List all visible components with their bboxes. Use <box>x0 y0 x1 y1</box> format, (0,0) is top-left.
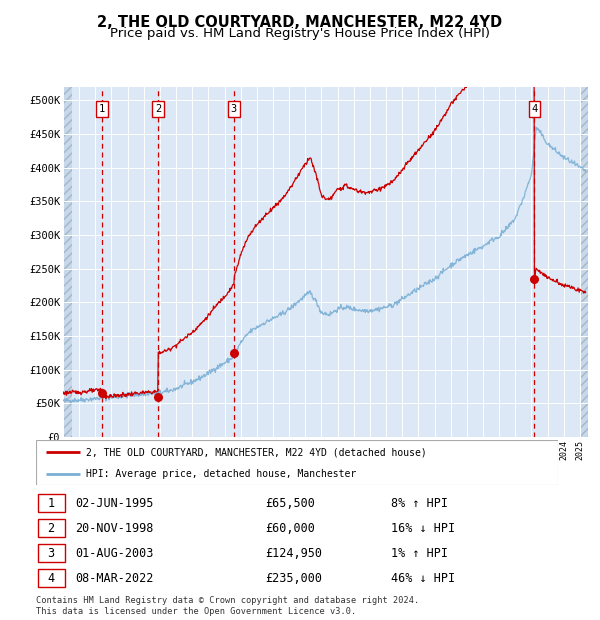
Text: 3: 3 <box>231 104 237 114</box>
Text: 02-JUN-1995: 02-JUN-1995 <box>75 497 154 510</box>
Text: 4: 4 <box>531 104 538 114</box>
Text: £60,000: £60,000 <box>266 521 316 534</box>
Text: 4: 4 <box>47 572 55 585</box>
Text: 2: 2 <box>47 521 55 534</box>
Text: 1: 1 <box>47 497 55 510</box>
Text: 1: 1 <box>99 104 105 114</box>
Text: 20-NOV-1998: 20-NOV-1998 <box>75 521 154 534</box>
Text: 08-MAR-2022: 08-MAR-2022 <box>75 572 154 585</box>
Text: £235,000: £235,000 <box>266 572 323 585</box>
FancyBboxPatch shape <box>38 569 65 587</box>
Text: 2, THE OLD COURTYARD, MANCHESTER, M22 4YD: 2, THE OLD COURTYARD, MANCHESTER, M22 4Y… <box>97 15 503 30</box>
Polygon shape <box>63 87 72 437</box>
Text: 2, THE OLD COURTYARD, MANCHESTER, M22 4YD (detached house): 2, THE OLD COURTYARD, MANCHESTER, M22 4Y… <box>86 447 427 458</box>
Text: 2: 2 <box>155 104 161 114</box>
Text: HPI: Average price, detached house, Manchester: HPI: Average price, detached house, Manc… <box>86 469 356 479</box>
Text: Price paid vs. HM Land Registry's House Price Index (HPI): Price paid vs. HM Land Registry's House … <box>110 27 490 40</box>
FancyBboxPatch shape <box>36 440 558 485</box>
Text: 46% ↓ HPI: 46% ↓ HPI <box>391 572 455 585</box>
Text: 3: 3 <box>47 547 55 559</box>
Text: £65,500: £65,500 <box>266 497 316 510</box>
Text: 16% ↓ HPI: 16% ↓ HPI <box>391 521 455 534</box>
Text: 01-AUG-2003: 01-AUG-2003 <box>75 547 154 559</box>
FancyBboxPatch shape <box>38 494 65 512</box>
Text: Contains HM Land Registry data © Crown copyright and database right 2024.
This d: Contains HM Land Registry data © Crown c… <box>36 596 419 616</box>
Text: 8% ↑ HPI: 8% ↑ HPI <box>391 497 448 510</box>
Text: £124,950: £124,950 <box>266 547 323 559</box>
Polygon shape <box>581 87 588 437</box>
Text: 1% ↑ HPI: 1% ↑ HPI <box>391 547 448 559</box>
FancyBboxPatch shape <box>38 544 65 562</box>
FancyBboxPatch shape <box>38 519 65 537</box>
